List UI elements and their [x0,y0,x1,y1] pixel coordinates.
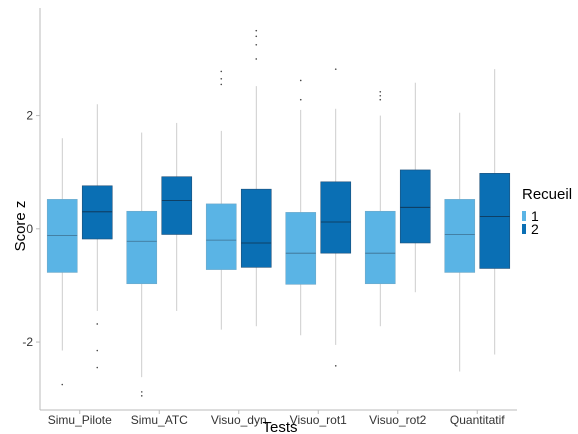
legend-key-1 [522,211,526,221]
outlier-point [334,68,337,70]
box-rect [240,188,272,268]
legend-key-2 [522,224,526,234]
outlier-point [379,94,382,97]
y-tick-label: 2 [26,109,33,123]
box-1-simu-pilote [46,138,78,386]
box-rect [285,212,317,285]
x-tick-label: Visuo_dyn [211,413,267,427]
x-tick-label: Visuo_rot2 [369,413,426,427]
box-rect [364,210,396,285]
box-1-simu-atc [126,132,158,397]
outlier-point [96,349,99,352]
box-rect [399,169,431,244]
box-rect [479,173,511,269]
outlier-point [96,366,99,369]
legend: Recueil 12 [522,186,572,237]
y-axis-title: Score z [12,201,29,252]
box-2-simu-pilote [81,104,113,369]
x-tick-label: Visuo_rot1 [290,413,347,427]
x-axis-title: Tests [262,419,297,434]
outlier-point [255,44,258,46]
box-2-visuo-rot1 [320,68,352,367]
outlier-point [96,323,99,325]
legend-label-2: 2 [531,221,539,237]
outlier-point [255,29,258,32]
outlier-point [299,79,302,82]
box-1-visuo-rot2 [364,90,396,327]
outlier-point [379,98,382,101]
plot-area [46,29,511,397]
x-tick-label: Quantitatif [450,413,505,427]
box-2-simu-atc [161,122,193,311]
box-rect [205,203,237,270]
outlier-point [379,90,382,93]
outlier-point [61,383,64,386]
y-tick-label: -2 [22,335,33,349]
box-1-visuo-dyn [205,70,237,330]
box-2-quantitatif [479,69,511,355]
box-rect [320,181,352,254]
outlier-point [140,391,143,393]
outlier-point [220,70,223,73]
box-rect [81,185,113,240]
outlier-point [255,58,258,60]
outlier-point [299,98,302,101]
box-2-visuo-dyn [240,29,272,327]
box-2-visuo-rot2 [399,82,431,293]
legend-title: Recueil [522,186,572,203]
x-tick-label: Simu_Pilote [48,413,112,427]
legend-label-1: 1 [531,208,539,224]
box-1-visuo-rot1 [285,79,317,336]
outlier-point [220,83,223,86]
box-rect [444,199,476,273]
box-1-quantitatif [444,112,476,372]
box-rect [126,210,158,285]
outlier-point [140,395,143,397]
axes: -2 0 2 Simu_Pilote Simu_ATC Visuo_dyn Visuo_ro… [22,8,517,427]
outlier-point [334,365,337,367]
x-tick-label: Simu_ATC [131,413,188,427]
y-tick-label: 0 [26,222,33,236]
outlier-point [220,77,223,80]
box-rect [161,176,193,235]
outlier-point [255,35,258,38]
